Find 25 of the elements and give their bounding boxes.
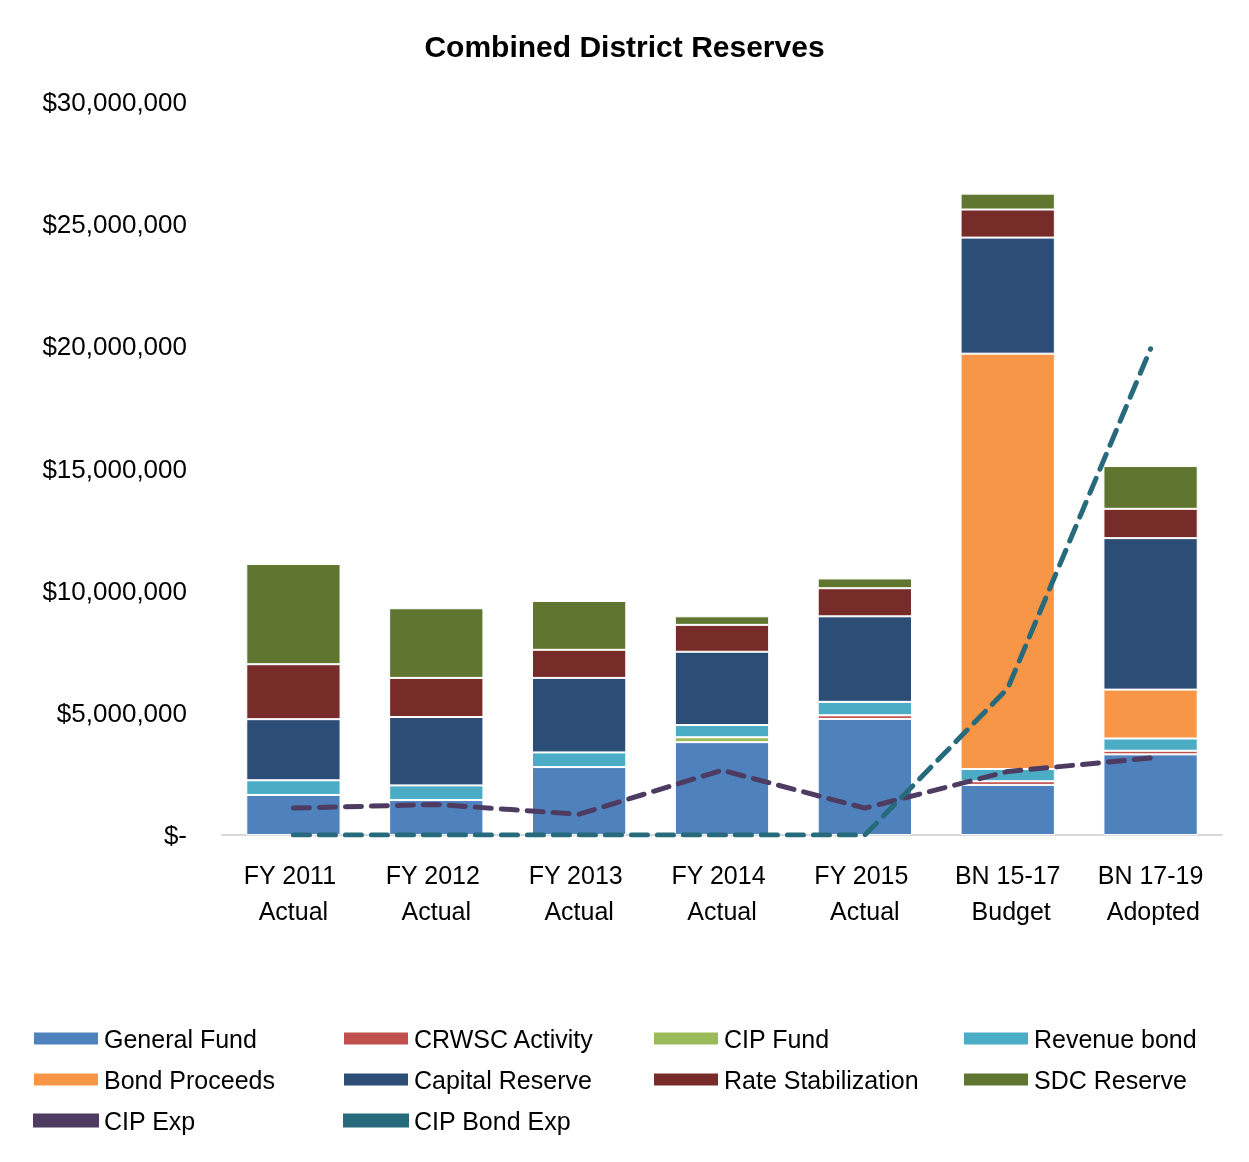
legend-label: Rate Stabilization xyxy=(724,1065,919,1094)
y-tick-label: $25,000,000 xyxy=(42,209,187,240)
x-tick-label: BN 15-17 Budget xyxy=(954,861,1061,925)
legend-label: General Fund xyxy=(104,1024,257,1053)
y-tick-label: $10,000,000 xyxy=(42,575,187,606)
chart-title: Combined District Reserves xyxy=(424,29,825,63)
legend-label: CIP Fund xyxy=(724,1024,830,1053)
y-tick-label: $5,000,000 xyxy=(56,697,187,728)
x-tick-label: FY 2011 Actual xyxy=(243,861,344,925)
x-tick-label: FY 2013 Actual xyxy=(528,861,630,925)
y-tick-label: $30,000,000 xyxy=(42,87,187,117)
legend-label: CRWSC Activity xyxy=(414,1024,594,1053)
y-tick-label: $- xyxy=(163,820,187,850)
legend-label: SDC Reserve xyxy=(1034,1065,1187,1094)
legend-label: Capital Reserve xyxy=(414,1065,592,1094)
x-tick-label: FY 2015 Actual xyxy=(814,861,916,925)
legend-label: CIP Exp xyxy=(104,1106,196,1135)
x-tick-label: BN 17-19 Adopted xyxy=(1097,861,1204,925)
y-tick-label: $15,000,000 xyxy=(42,453,187,484)
legend-label: Revenue bond xyxy=(1034,1024,1197,1053)
y-tick-label: $20,000,000 xyxy=(42,331,187,362)
x-tick-label: FY 2012 Actual xyxy=(385,861,487,925)
legend-label: CIP Bond Exp xyxy=(414,1106,571,1135)
x-tick-label: FY 2014 Actual xyxy=(671,861,773,925)
legend-label: Bond Proceeds xyxy=(104,1065,275,1094)
